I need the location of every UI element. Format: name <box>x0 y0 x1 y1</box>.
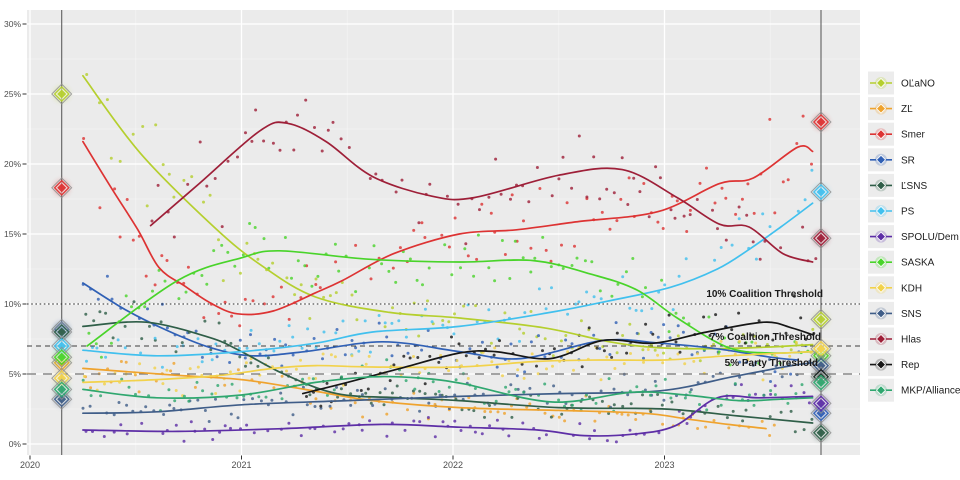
y-tick-label-15: 15% <box>4 229 21 239</box>
legend-label-olano: OĽaNO <box>901 79 935 90</box>
trend-line-saska <box>86 249 814 354</box>
legend-label-zl: ZĽ <box>901 104 913 115</box>
legend: OĽaNO ZĽ Smer SR ĽSNS PS SPOLU/Dem SASKA KDH SNS H… <box>868 71 960 402</box>
scatter-ps <box>85 168 814 369</box>
legend-label-spolu-dem: SPOLU/Dem <box>901 232 959 243</box>
trend-line-smer <box>82 140 814 316</box>
result-marker-mkp-alliance-2023 <box>810 371 832 394</box>
threshold-label-10pct: 10% Coalition Threshold <box>706 289 823 300</box>
legend-label-kdh: KDH <box>901 283 922 294</box>
legend-label-mkp-alliance: MKP/Alliance <box>901 386 960 397</box>
result-marker-hlas-2023 <box>810 227 832 249</box>
trend-line-olano <box>82 74 814 350</box>
y-tick-label-5: 5% <box>9 369 22 379</box>
legend-label-smer: Smer <box>901 130 926 141</box>
legend-label-hlas: Hlas <box>901 335 921 346</box>
legend-key-diamond <box>875 333 887 345</box>
result-marker-lsns-2020 <box>51 321 73 343</box>
legend-key-diamond <box>875 129 887 140</box>
scatter-smer <box>82 114 813 328</box>
result-marker-ps-2023 <box>810 181 832 203</box>
legend-key-diamond <box>875 103 887 114</box>
threshold-label-5pct: 5% Party Threshold <box>725 358 818 369</box>
x-tick-label-2020: 2020 <box>20 460 40 470</box>
x-tick-label-2023: 2023 <box>654 460 674 470</box>
legend-key-diamond <box>875 385 887 396</box>
legend-label-sns: SNS <box>901 309 922 320</box>
legend-label-saska: SASKA <box>901 258 935 269</box>
legend-label-ps: PS <box>901 207 915 218</box>
legend-key-diamond <box>875 308 887 319</box>
legend-key-diamond <box>875 154 887 165</box>
legend-item-mkp-alliance: MKP/Alliance <box>868 378 960 402</box>
legend-item-kdh: KDH <box>868 276 922 300</box>
result-marker-saska-2020 <box>51 346 73 368</box>
plot-panel <box>27 10 860 455</box>
legend-label-sr: SR <box>901 155 915 166</box>
result-marker-smer-2023 <box>810 111 832 133</box>
legend-label-rep: Rep <box>901 360 920 371</box>
result-marker-kdh-2023 <box>810 338 832 360</box>
legend-key-diamond <box>875 205 887 217</box>
trend-line-sns <box>82 361 814 415</box>
scatter-hlas <box>150 98 818 263</box>
threshold-label-7pct: 7% Coalition Threshold <box>710 332 821 343</box>
legend-key-diamond <box>875 359 887 370</box>
legend-item-lsns: ĽSNS <box>868 173 927 197</box>
legend-key-diamond <box>875 180 887 191</box>
result-marker-olano-2023 <box>810 308 832 331</box>
y-tick-label-10: 10% <box>4 299 21 309</box>
trend-layer <box>82 74 814 437</box>
trend-line-mkp-alliance <box>82 375 814 403</box>
legend-item-rep: Rep <box>868 353 920 377</box>
y-tick-label-30: 30% <box>4 19 21 29</box>
y-tick-label-20: 20% <box>4 159 21 169</box>
legend-item-ps: PS <box>868 199 915 223</box>
trend-line-zl <box>82 367 767 430</box>
result-marker-spolu-dem-2023 <box>810 392 832 415</box>
legend-key-diamond <box>875 231 887 242</box>
result-marker-mkp-alliance-2020 <box>51 378 73 401</box>
trend-line-ps <box>82 202 814 357</box>
result-marker-smer-2020 <box>51 177 73 199</box>
result-marker-lsns-2023 <box>810 422 832 444</box>
legend-label-lsns: ĽSNS <box>901 181 927 192</box>
legend-item-spolu-dem: SPOLU/Dem <box>868 225 959 249</box>
result-marker-olano-2020 <box>51 83 73 105</box>
trend-line-lsns <box>82 320 814 424</box>
legend-item-sns: SNS <box>868 301 922 325</box>
legend-key-diamond <box>875 77 887 89</box>
y-tick-label-25: 25% <box>4 89 21 99</box>
legend-item-zl: ZĽ <box>868 97 913 121</box>
trend-line-sr <box>82 282 799 361</box>
legend-key-diamond <box>875 257 887 268</box>
legend-key-diamond <box>875 282 887 293</box>
legend-item-sr: SR <box>868 148 915 172</box>
legend-item-hlas: Hlas <box>868 327 921 351</box>
trend-line-hlas <box>149 121 814 263</box>
trend-line-kdh <box>82 350 814 384</box>
y-tick-label-0: 0% <box>9 439 22 449</box>
x-tick-label-2021: 2021 <box>231 460 251 470</box>
trend-line-rep <box>301 321 814 395</box>
x-tick-label-2022: 2022 <box>443 460 463 470</box>
scatter-sr <box>81 274 808 383</box>
legend-item-smer: Smer <box>868 122 926 146</box>
legend-item-olano: OĽaNO <box>868 71 935 95</box>
legend-item-saska: SASKA <box>868 250 935 274</box>
scatter-mkp-alliance <box>81 358 804 413</box>
